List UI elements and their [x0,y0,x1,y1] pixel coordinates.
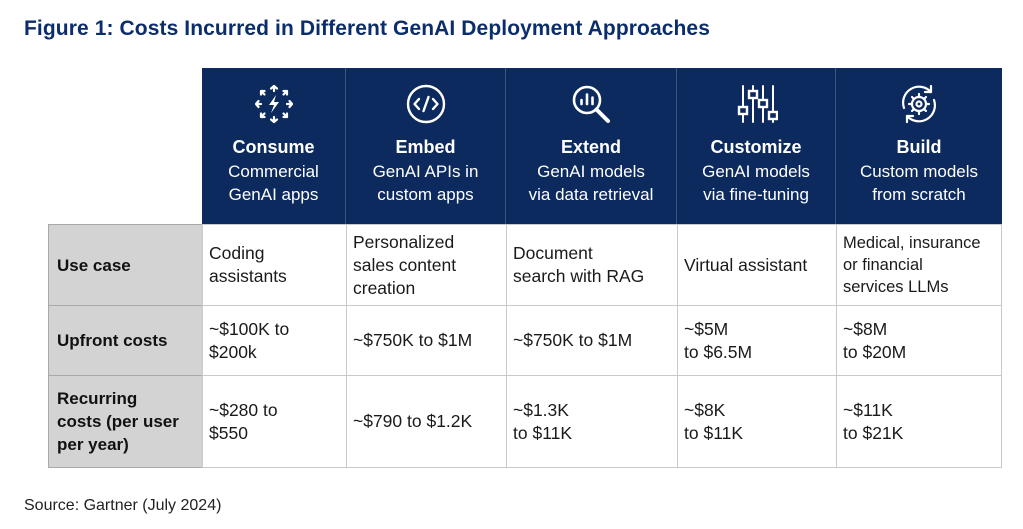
cell-line: assistants [209,266,287,286]
row-header-use-case: Use case [48,224,202,305]
cell-line: search with RAG [513,266,645,286]
cell-line: to $11K [684,422,744,443]
arrows-burst-icon [252,82,296,126]
table-cell: ~$11K to $21K [836,375,1002,468]
table-cell: Document search with RAG [506,224,677,305]
cell-line: Personalized [353,231,455,252]
cell-line: Coding [209,243,265,263]
row-header-upfront-costs: Upfront costs [48,305,202,375]
row-header-label: costs (per user [57,412,179,431]
cell-line: ~$750K to $1M [513,330,633,350]
cell-line: $200k [209,341,257,362]
cell-line: ~$11K [843,399,893,420]
cell-line: ~$280 to [209,399,278,420]
cost-table: Consume Commercial GenAI apps Embed GenA… [48,68,1002,468]
cell-line: ~$5M [684,318,729,339]
code-icon [404,82,448,126]
cell-line: creation [353,277,416,298]
table-corner [48,68,202,224]
column-sub-line-1: Commercial [228,162,319,181]
magnifier-chart-icon [569,82,613,126]
gear-refresh-icon [897,82,941,126]
cell-line: to $6.5M [684,341,753,362]
cell-line: Virtual assistant [684,254,808,275]
cell-line: services LLMs [843,278,949,296]
row-header-recurring-costs: Recurring costs (per user per year) [48,375,202,468]
figure-title: Figure 1: Costs Incurred in Different Ge… [24,17,710,40]
cell-line: sales content [353,254,457,275]
table-cell: Coding assistants [202,224,346,305]
cell-line: ~$790 to $1.2K [353,411,473,431]
column-header-customize: Customize GenAI models via fine-tuning [677,68,836,224]
cell-line: or financial [843,256,923,274]
cell-line: ~$8M [843,318,888,339]
cell-line: ~$100K to [209,318,290,339]
cell-line: Document [513,243,593,263]
row-header-label: Use case [57,255,131,275]
column-header-consume: Consume Commercial GenAI apps [202,68,346,224]
cell-line: to $20M [843,341,907,362]
table-cell: ~$100K to $200k [202,305,346,375]
cell-line: to $11K [513,422,573,443]
column-sub-line-1: GenAI models [702,162,810,181]
column-header-extend: Extend GenAI models via data retrieval [506,68,677,224]
table-cell: ~$8K to $11K [677,375,836,468]
column-header-build: Build Custom models from scratch [836,68,1002,224]
table-cell: ~$750K to $1M [506,305,677,375]
cell-line: ~$8K [684,399,726,420]
row-header-label: Upfront costs [57,331,168,350]
column-header-embed: Embed GenAI APIs in custom apps [346,68,506,224]
table-cell: Personalized sales content creation [346,224,506,305]
cell-line: ~$750K to $1M [353,330,473,350]
table-cell: ~$750K to $1M [346,305,506,375]
column-sub-line-1: Custom models [859,162,979,181]
column-name: Customize [710,137,802,157]
cell-line: to $21K [843,422,904,443]
cell-line: ~$1.3K [513,399,569,420]
column-sub-line-2: via fine-tuning [703,185,809,204]
column-sub-line-2: from scratch [872,185,966,204]
table-cell: Medical, insurance or financial services… [836,224,1002,305]
sliders-icon [734,82,778,126]
cell-line: Medical, insurance [843,234,981,252]
table-cell: ~$5M to $6.5M [677,305,836,375]
column-name: Extend [560,137,621,157]
column-sub-line-1: GenAI models [537,162,645,181]
table-cell: ~$790 to $1.2K [346,375,506,468]
column-sub-line-1: GenAI APIs in [372,162,479,181]
row-header-label: Recurring [57,389,138,408]
column-sub-line-2: via data retrieval [528,185,654,204]
table-cell: Virtual assistant [677,224,836,305]
cell-line: $550 [209,422,248,443]
column-sub-line-2: custom apps [377,185,474,204]
column-name: Consume [232,137,315,157]
source-note: Source: Gartner (July 2024) [24,497,222,514]
column-name: Embed [395,137,456,157]
table-cell: ~$280 to $550 [202,375,346,468]
table-cell: ~$1.3K to $11K [506,375,677,468]
table-cell: ~$8M to $20M [836,305,1002,375]
column-sub-line-2: GenAI apps [228,185,319,204]
column-name: Build [896,137,942,157]
row-header-label: per year) [57,435,129,454]
